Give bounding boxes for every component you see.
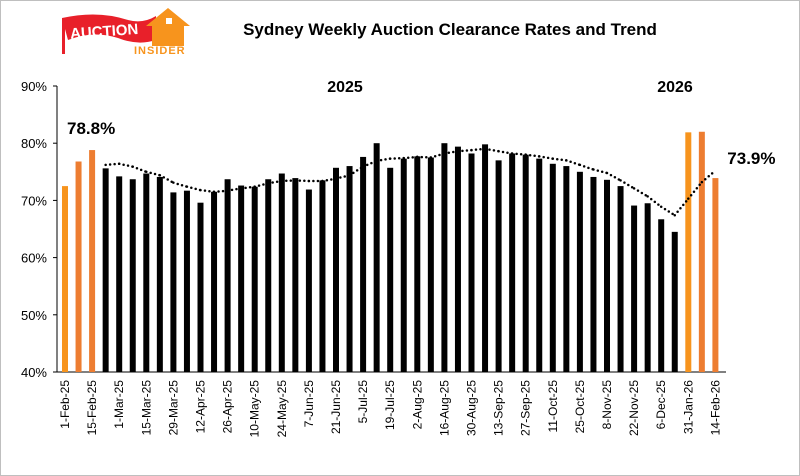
svg-text:AUCTION: AUCTION (70, 21, 139, 43)
chart-title: Sydney Weekly Auction Clearance Rates an… (243, 20, 657, 39)
svg-text:INSIDER: INSIDER (134, 45, 186, 56)
auction-insider-logo: AUCTION INSIDER (62, 8, 190, 56)
